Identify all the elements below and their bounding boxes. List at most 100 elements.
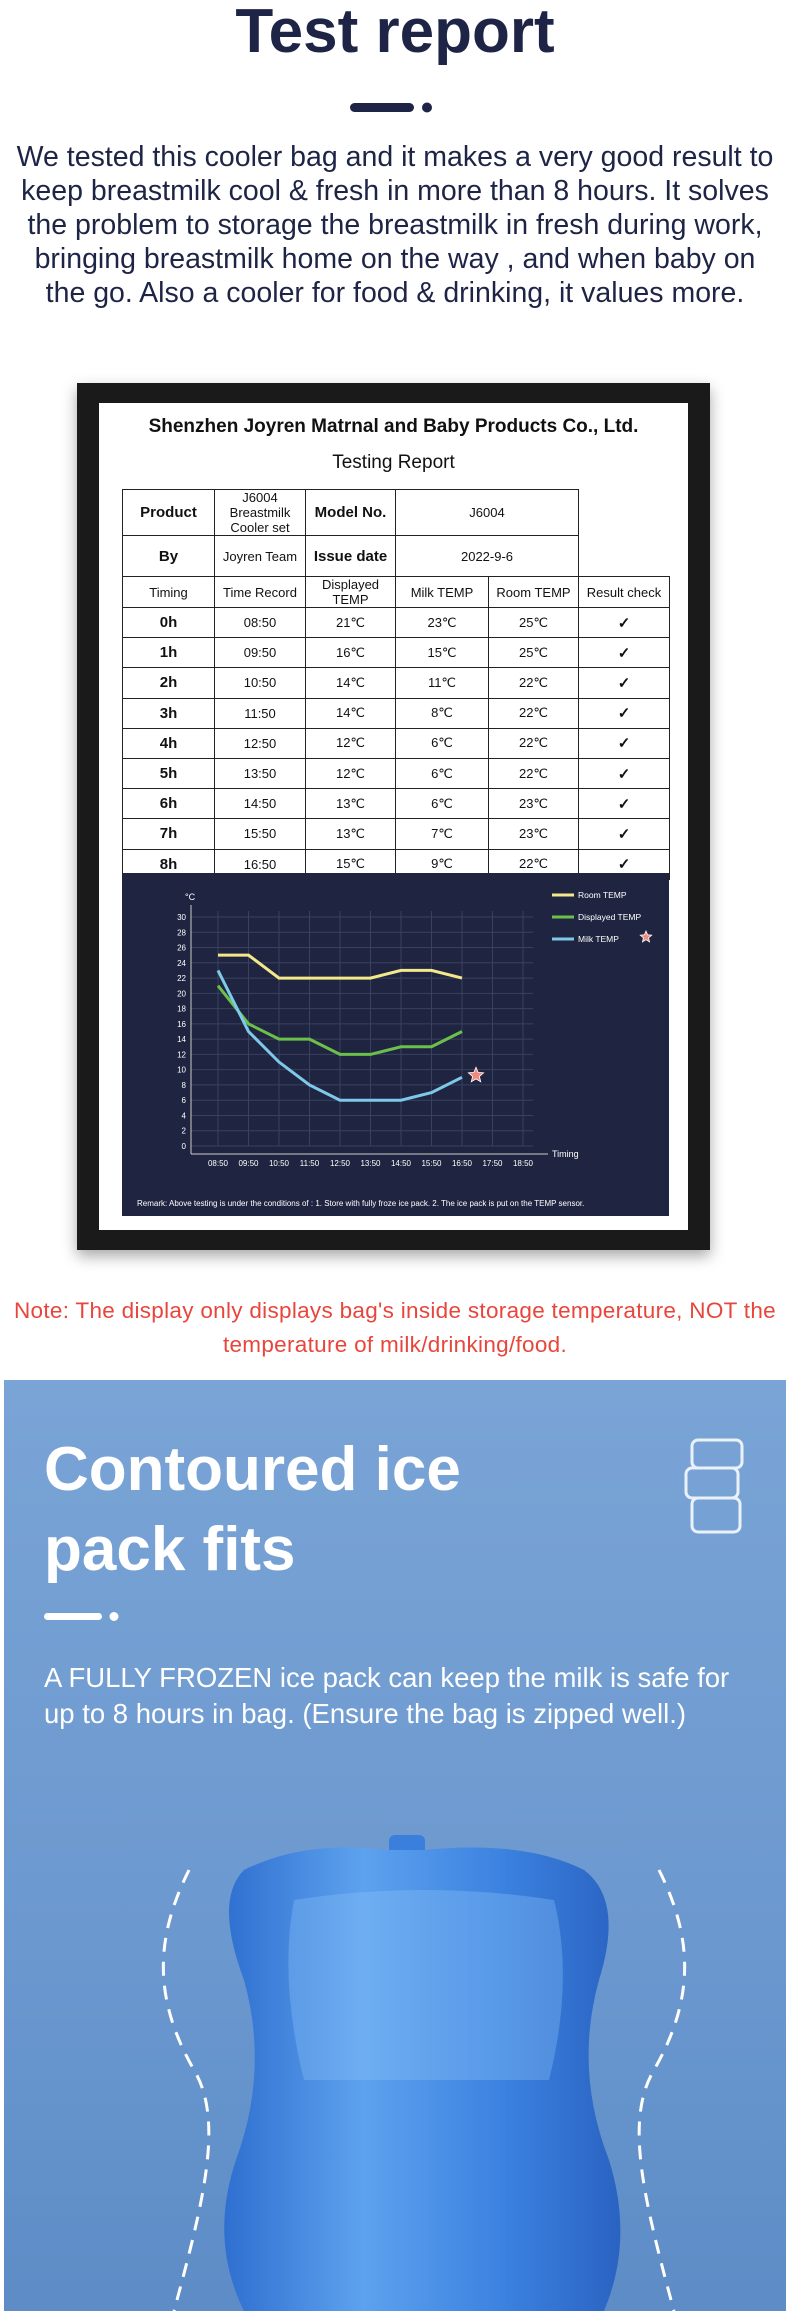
table-cell: 09:50 bbox=[214, 637, 306, 669]
test-table: Product J6004 Breastmilk Cooler set Model … bbox=[122, 489, 671, 880]
y-tick-label: 4 bbox=[182, 1111, 187, 1120]
table-cell: 13℃ bbox=[305, 818, 396, 850]
y-tick-label: 6 bbox=[182, 1096, 187, 1105]
table-cell: 2h bbox=[122, 667, 215, 699]
x-tick-label: 08:50 bbox=[208, 1159, 229, 1168]
table-cell: Product bbox=[122, 489, 215, 536]
y-tick-label: 28 bbox=[177, 928, 186, 937]
data-row: 7h 15:50 13℃ 7℃ 23℃ ✓ bbox=[122, 818, 671, 850]
table-cell: 10:50 bbox=[214, 667, 306, 699]
info-row: By Joyren Team Issue date 2022-9-6 bbox=[122, 535, 670, 577]
header-row: Timing Time Record Displayed TEMP Milk TEMP… bbox=[122, 576, 671, 608]
legend-label: Displayed TEMP bbox=[578, 912, 641, 922]
y-axis-label: °C bbox=[185, 892, 196, 902]
x-tick-label: 12:50 bbox=[330, 1159, 351, 1168]
table-cell: 12℃ bbox=[305, 757, 396, 790]
table-cell: Room TEMP bbox=[487, 576, 580, 608]
table-cell: 21℃ bbox=[305, 606, 396, 639]
table-cell: 15:50 bbox=[214, 818, 306, 850]
table-cell: Result check bbox=[578, 576, 671, 608]
table-cell: 25℃ bbox=[487, 637, 580, 669]
table-cell: Issue date bbox=[305, 535, 396, 577]
table-cell: ✓ bbox=[578, 637, 671, 669]
table-cell: 11℃ bbox=[395, 667, 489, 699]
table-cell: 12℃ bbox=[305, 727, 396, 759]
table-cell: 13℃ bbox=[305, 788, 396, 820]
star-icon bbox=[639, 929, 653, 943]
data-row: 1h 09:50 16℃ 15℃ 25℃ ✓ bbox=[122, 637, 671, 669]
x-tick-label: 10:50 bbox=[269, 1159, 290, 1168]
table-cell: ✓ bbox=[578, 788, 671, 820]
feature-art bbox=[161, 1438, 744, 2311]
y-tick-label: 16 bbox=[177, 1020, 186, 1029]
data-row: 4h 12:50 12℃ 6℃ 22℃ ✓ bbox=[122, 727, 671, 759]
table-cell: ✓ bbox=[578, 667, 671, 699]
y-tick-label: 12 bbox=[177, 1050, 186, 1059]
table-cell: J6004 bbox=[394, 489, 580, 536]
table-cell: Timing bbox=[122, 576, 215, 608]
data-row: 2h 10:50 14℃ 11℃ 22℃ ✓ bbox=[122, 667, 671, 699]
table-cell: 14℃ bbox=[305, 697, 396, 729]
table-cell: 1h bbox=[122, 637, 215, 669]
y-tick-label: 14 bbox=[177, 1035, 186, 1044]
x-tick-label: 14:50 bbox=[391, 1159, 412, 1168]
table-cell: Time Record bbox=[214, 576, 306, 608]
legend-label: Room TEMP bbox=[578, 890, 627, 900]
series-line bbox=[216, 969, 463, 1102]
table-cell: 22℃ bbox=[487, 757, 580, 790]
table-cell: 4h bbox=[122, 727, 215, 759]
table-cell: J6004 Breastmilk Cooler set bbox=[214, 489, 306, 536]
table-cell: 14℃ bbox=[305, 667, 396, 699]
table-cell: 0h bbox=[122, 606, 215, 639]
table-cell: ✓ bbox=[578, 818, 671, 850]
x-tick-label: 15:50 bbox=[421, 1159, 442, 1168]
x-tick-label: 16:50 bbox=[452, 1159, 473, 1168]
table-cell: 23℃ bbox=[395, 606, 489, 639]
table-cell: ✓ bbox=[578, 757, 671, 790]
table-cell: 22℃ bbox=[487, 697, 580, 729]
company: Shenzhen Joyren Matrnal and Baby Product… bbox=[148, 416, 639, 437]
y-tick-label: 0 bbox=[182, 1142, 187, 1151]
title: Test report bbox=[235, 0, 555, 66]
x-axis-label: Timing bbox=[552, 1149, 579, 1159]
note: Note: The display only displays bag's in… bbox=[13, 1298, 776, 1357]
legend-label: Milk TEMP bbox=[578, 934, 619, 944]
data-row: 5h 13:50 12℃ 6℃ 22℃ ✓ bbox=[122, 757, 671, 790]
data-row: 0h 08:50 21℃ 23℃ 25℃ ✓ bbox=[122, 606, 671, 639]
x-tick-label: 09:50 bbox=[238, 1159, 259, 1168]
table-cell: 22℃ bbox=[487, 667, 580, 699]
y-tick-label: 26 bbox=[177, 944, 186, 953]
table-cell: 22℃ bbox=[487, 727, 580, 759]
table-cell: 12:50 bbox=[214, 727, 306, 759]
x-tick-label: 13:50 bbox=[360, 1159, 381, 1168]
x-tick-label: 18:50 bbox=[513, 1159, 534, 1168]
info-row: Product J6004 Breastmilk Cooler set Model … bbox=[122, 489, 670, 536]
y-tick-label: 20 bbox=[177, 989, 186, 998]
report-title: Testing Report bbox=[332, 452, 455, 473]
table-cell: 8℃ bbox=[395, 697, 489, 729]
table-cell: ✓ bbox=[578, 697, 671, 729]
table-cell: 14:50 bbox=[214, 788, 306, 820]
y-tick-label: 18 bbox=[177, 1005, 186, 1014]
table-cell: 6h bbox=[122, 788, 215, 820]
table-cell: 11:50 bbox=[214, 697, 306, 729]
data-row: 6h 14:50 13℃ 6℃ 23℃ ✓ bbox=[122, 788, 671, 820]
table-cell: 3h bbox=[122, 697, 215, 729]
table-cell: By bbox=[122, 535, 215, 577]
star-icon bbox=[467, 1066, 485, 1083]
remark: Remark: Above testing is under the condi… bbox=[137, 1199, 584, 1208]
y-tick-label: 10 bbox=[177, 1066, 186, 1075]
x-tick-label: 17:50 bbox=[482, 1159, 503, 1168]
x-tick-label: 11:50 bbox=[300, 1159, 320, 1168]
feature-title: Contoured ice pack fits bbox=[44, 1435, 461, 1584]
table-cell: 23℃ bbox=[487, 818, 580, 850]
table-cell: 15℃ bbox=[395, 637, 489, 669]
intro-text: We tested this cooler bag and it makes a… bbox=[16, 141, 774, 309]
table-cell: 23℃ bbox=[487, 788, 580, 820]
feature-section bbox=[4, 1380, 786, 2311]
table-cell: 7℃ bbox=[395, 818, 489, 850]
table-cell: ✓ bbox=[578, 727, 671, 759]
table-cell: 13:50 bbox=[214, 757, 306, 790]
data-row: 3h 11:50 14℃ 8℃ 22℃ ✓ bbox=[122, 697, 671, 729]
